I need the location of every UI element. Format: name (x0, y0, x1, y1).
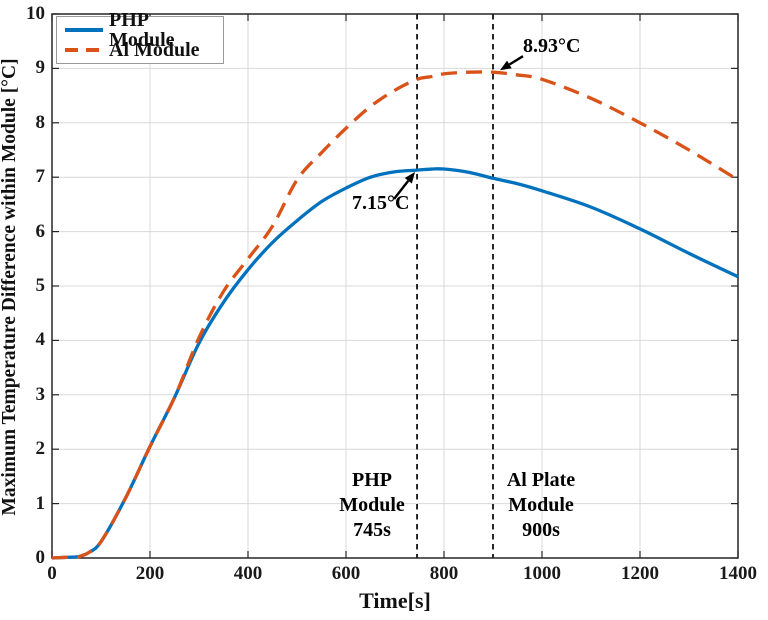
x-tick-label: 600 (331, 563, 361, 584)
legend-label-php: PHP Module (109, 8, 175, 51)
y-tick-label: 5 (35, 275, 46, 296)
x-axis-label: Time[s] (359, 588, 431, 613)
vline-label-al: Al Plate Module 900s (495, 468, 587, 543)
vline-label-al-line1: Al Plate (506, 469, 576, 491)
annotation-arrow-line (508, 55, 524, 66)
y-tick-label: 3 (35, 383, 46, 405)
annotation-arrowhead (404, 172, 416, 184)
legend-item-php: PHP Module (65, 10, 217, 50)
vline-label-php-line1: PHP (352, 469, 392, 491)
y-tick-label: 0 (35, 547, 46, 568)
peak-annotation-php: 7.15°C (352, 192, 410, 214)
vline-label-php-line2: Module (339, 494, 405, 516)
x-tick-label: 1000 (523, 563, 561, 584)
y-tick-label: 8 (35, 111, 46, 133)
x-tick-label: 800 (429, 563, 459, 584)
legend-item-al: Al Module (65, 40, 217, 60)
y-tick-label: 7 (35, 166, 46, 188)
y-tick-label: 2 (35, 438, 46, 460)
y-tick-label: 9 (35, 57, 46, 79)
legend: PHP Module Al Module (56, 10, 224, 64)
legend-line-al-sample (65, 48, 103, 52)
annotation-arrow-line (393, 179, 410, 200)
x-tick-label: 400 (233, 563, 263, 584)
x-tick-label: 0 (47, 563, 57, 584)
x-tick-label: 1200 (621, 563, 659, 584)
series-line-php (51, 167, 739, 560)
legend-label-al: Al Module (109, 39, 200, 61)
series-line-al (51, 70, 739, 560)
y-tick-label: 10 (26, 3, 45, 24)
annotation-arrowhead (500, 60, 512, 71)
legend-line-php-sample (65, 27, 103, 32)
vline-label-al-line2: Module (508, 494, 574, 516)
x-tick-label: 200 (135, 563, 165, 584)
x-tick-label: 1400 (719, 563, 757, 584)
vline-label-al-line3: 900s (522, 519, 560, 541)
peak-annotation-al: 8.93°C (523, 35, 581, 57)
vline-label-php-line3: 745s (353, 519, 391, 541)
vline-label-php: PHP Module 745s (326, 468, 418, 543)
y-tick-label: 1 (35, 492, 46, 514)
y-tick-label: 6 (35, 220, 46, 242)
y-tick-label: 4 (35, 329, 46, 351)
